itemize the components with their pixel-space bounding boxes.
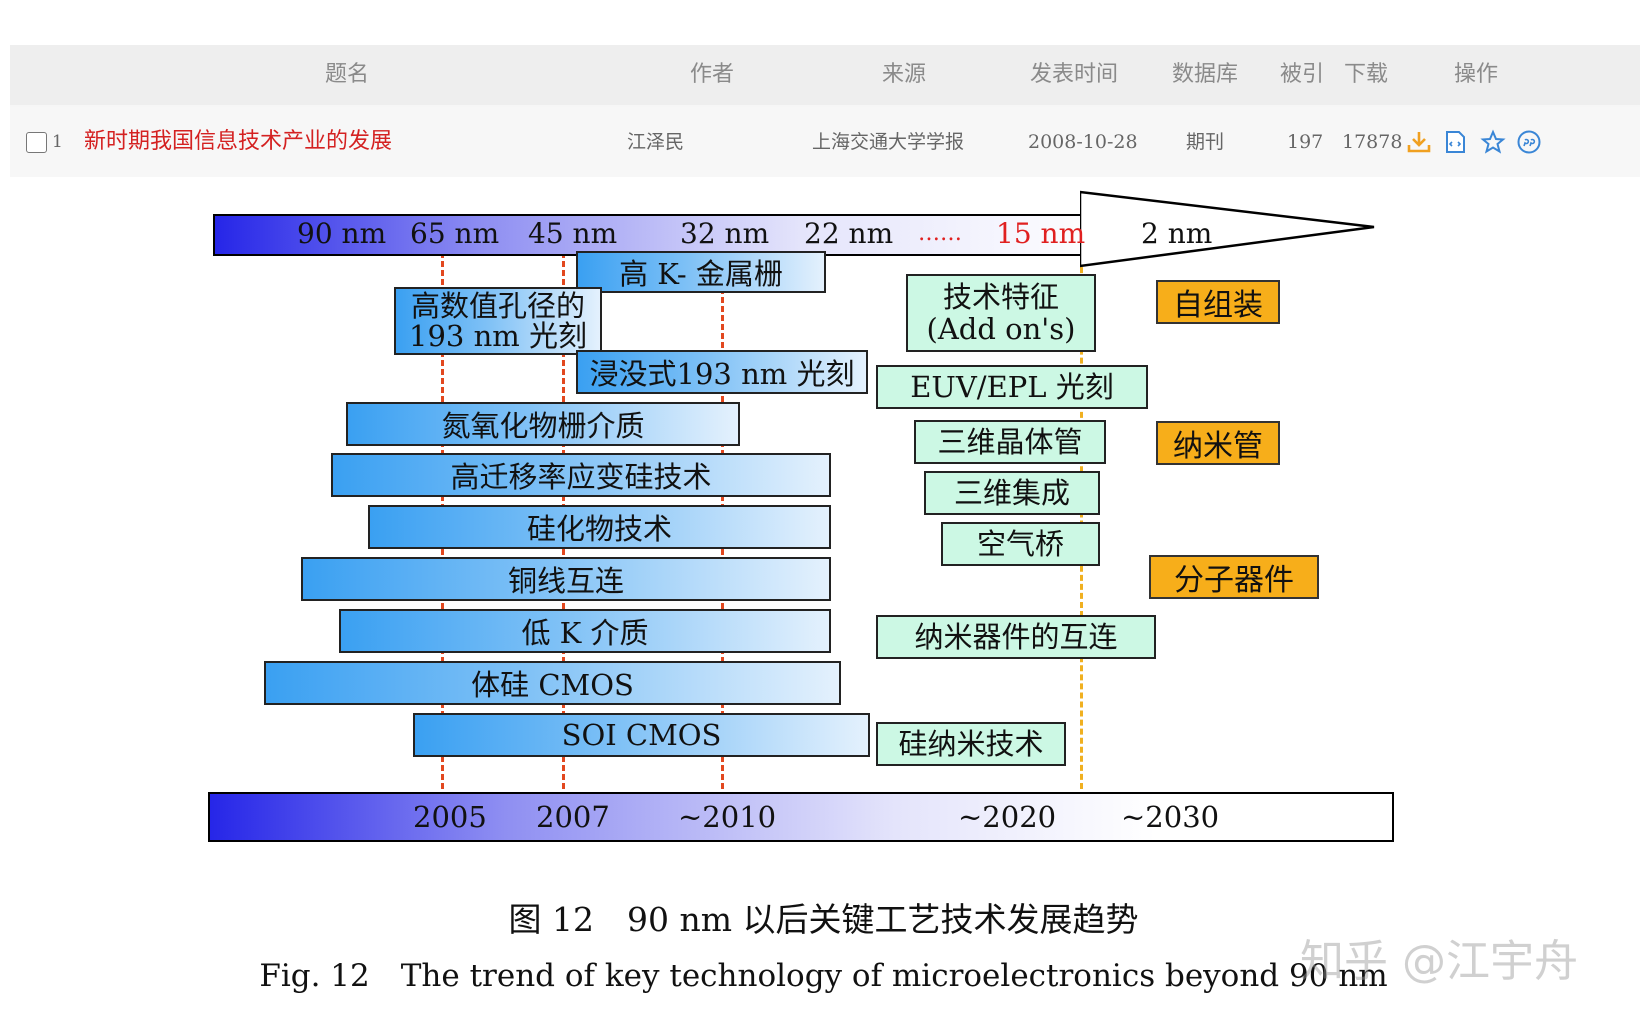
year-2005: 2005 (413, 800, 487, 834)
addon-label: 纳米器件的互连 (914, 620, 1118, 654)
header-downloads[interactable]: 下载 (1344, 62, 1389, 87)
addon-3d-integration: 三维集成 (924, 471, 1100, 515)
arrow-head (1080, 190, 1375, 268)
future-label: 纳米管 (1173, 429, 1263, 464)
row-title-link[interactable]: 新时期我国信息技术产业的发展 (84, 129, 393, 154)
year-2030: ~2030 (1121, 800, 1220, 834)
addon-nanodevice-interconnect: 纳米器件的互连 (876, 615, 1156, 659)
quote-icon[interactable] (1516, 129, 1542, 155)
node-45nm: 45 nm (528, 217, 618, 250)
bar-soi-cmos: SOI CMOS (413, 713, 870, 757)
year-2010: ~2010 (678, 800, 777, 834)
addon-3d-transistor: 三维晶体管 (914, 420, 1106, 464)
future-label: 分子器件 (1174, 563, 1294, 598)
bar-high-na-193nm-litho: 高数值孔径的 193 nm 光刻 (394, 287, 602, 355)
row-date: 2008-10-28 (1028, 131, 1138, 153)
bar-label-line2: 193 nm 光刻 (409, 319, 587, 353)
addon-air-bridge: 空气桥 (941, 522, 1100, 566)
header-database[interactable]: 数据库 (1172, 62, 1239, 87)
node-ellipsis: …… (918, 221, 962, 246)
addon-silicon-nanotech: 硅纳米技术 (876, 722, 1066, 766)
node-22nm: 22 nm (804, 217, 894, 250)
bar-label: SOI CMOS (561, 718, 722, 752)
bar-strained-silicon: 高迁移率应变硅技术 (331, 453, 831, 497)
table-header: 题名 作者 来源 发表时间 数据库 被引 下载 操作 (10, 45, 1640, 105)
row-author-link[interactable]: 江泽民 (627, 131, 685, 153)
bar-oxynitride-gate: 氮氧化物栅介质 (346, 402, 740, 446)
future-label: 自组装 (1173, 288, 1263, 323)
header-actions: 操作 (1454, 62, 1499, 87)
bar-bulk-cmos: 体硅 CMOS (264, 661, 841, 705)
row-checkbox[interactable] (26, 132, 47, 153)
download-icon[interactable] (1406, 129, 1432, 155)
addon-label: 三维晶体管 (937, 425, 1083, 459)
header-title[interactable]: 题名 (325, 62, 370, 87)
addon-label: 空气桥 (976, 527, 1064, 561)
bar-label-line1: 高数值孔径的 (410, 289, 585, 323)
bar-label: 浸没式193 nm 光刻 (589, 357, 855, 391)
bar-copper-interconnect: 铜线互连 (301, 557, 831, 601)
year-2007: 2007 (536, 800, 610, 834)
figure-caption-chinese: 图 12 90 nm 以后关键工艺技术发展趋势 (508, 900, 1139, 939)
watermark: 知乎 @江宇舟 (1300, 936, 1578, 987)
addon-label: 三维集成 (953, 476, 1070, 510)
row-source-link[interactable]: 上海交通大学学报 (812, 131, 965, 153)
header-date[interactable]: 发表时间 (1030, 62, 1119, 87)
future-nanotube: 纳米管 (1156, 421, 1280, 465)
bar-label: 体硅 CMOS (471, 668, 634, 702)
bar-label: 铜线互连 (507, 564, 624, 598)
search-result-table: 题名 作者 来源 发表时间 数据库 被引 下载 操作 1 新时期我国信息技术产业… (10, 45, 1640, 177)
node-90nm: 90 nm (297, 217, 387, 250)
html-reader-icon[interactable] (1442, 129, 1468, 155)
node-65nm: 65 nm (410, 217, 500, 250)
bar-low-k-dielectric: 低 K 介质 (339, 609, 831, 653)
header-author[interactable]: 作者 (690, 62, 735, 87)
header-cited[interactable]: 被引 (1280, 62, 1325, 87)
figure-caption-english: Fig. 12 The trend of key technology of m… (259, 958, 1388, 994)
bar-label: 硅化物技术 (526, 512, 672, 546)
addons-legend-box: 技术特征 (Add on's) (906, 274, 1096, 352)
addon-euv-epl-litho: EUV/EPL 光刻 (876, 365, 1148, 409)
node-15nm: 15 nm (996, 217, 1086, 250)
future-molecular-device: 分子器件 (1149, 555, 1319, 599)
header-source[interactable]: 来源 (882, 62, 927, 87)
bar-high-k-metal-gate: 高 K- 金属栅 (576, 251, 826, 293)
year-2020: ~2020 (958, 800, 1057, 834)
row-database: 期刊 (1186, 131, 1225, 153)
bar-label: 氮氧化物栅介质 (441, 409, 645, 443)
future-self-assembly: 自组装 (1156, 280, 1280, 324)
row-downloads: 17878 (1342, 131, 1403, 153)
year-timeline-bar (208, 792, 1394, 842)
addon-label: EUV/EPL 光刻 (910, 370, 1114, 404)
table-row: 1 新时期我国信息技术产业的发展 江泽民 上海交通大学学报 2008-10-28… (10, 107, 1640, 177)
favorite-icon[interactable] (1480, 129, 1506, 155)
bar-label: 高迁移率应变硅技术 (450, 460, 712, 494)
row-index: 1 (52, 132, 63, 152)
bar-label: 高 K- 金属栅 (619, 257, 783, 291)
addon-label: 硅纳米技术 (898, 727, 1044, 761)
addons-title: 技术特征 (942, 280, 1059, 314)
row-cited[interactable]: 197 (1287, 131, 1324, 153)
guide-line-2020 (1080, 240, 1083, 798)
addons-subtitle: (Add on's) (926, 312, 1076, 346)
bar-silicide: 硅化物技术 (368, 505, 831, 549)
node-arrow-bar (213, 214, 1117, 256)
bar-label: 低 K 介质 (521, 616, 649, 650)
bar-immersion-193nm-litho: 浸没式193 nm 光刻 (576, 350, 868, 394)
node-2nm: 2 nm (1141, 217, 1213, 250)
node-32nm: 32 nm (680, 217, 770, 250)
